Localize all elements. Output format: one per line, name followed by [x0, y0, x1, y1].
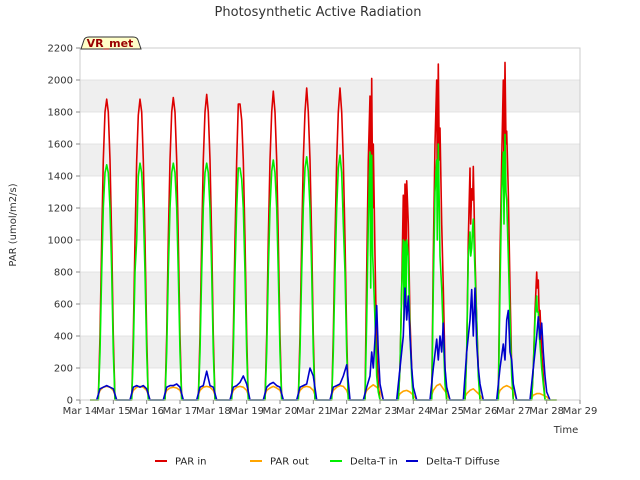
x-tick-label: Mar 14 [63, 406, 98, 417]
x-tick-label: Mar 26 [463, 406, 498, 417]
y-tick-label: 200 [54, 364, 73, 375]
grid-band [80, 80, 580, 112]
x-tick-label: Mar 18 [196, 406, 231, 417]
y-tick-label: 0 [67, 396, 73, 407]
x-tick-label: Mar 28 [529, 406, 564, 417]
y-tick-label: 1600 [48, 140, 73, 151]
site-badge-box [80, 36, 142, 50]
x-tick-label: Mar 22 [329, 406, 364, 417]
x-tick-label: Mar 15 [96, 406, 131, 417]
plot-bands [80, 47, 580, 401]
y-tick-label: 2200 [48, 44, 73, 55]
y-tick-label: 600 [54, 300, 73, 311]
y-tick-label: 1200 [48, 204, 73, 215]
legend-label-delta-t-in: Delta-T in [350, 457, 398, 468]
x-tick-label: Mar 29 [563, 406, 598, 417]
grid-band [80, 272, 580, 304]
y-axis: 0 200 400 600 800 1000 1200 1400 1600 1800 2000 220… [48, 44, 80, 407]
legend-label-par-out: PAR out [270, 457, 309, 468]
x-tick-label: Mar 24 [396, 406, 431, 417]
y-tick-label: 800 [54, 268, 73, 279]
plot-frame [79, 47, 581, 401]
x-axis-title: Time [553, 425, 578, 436]
legend-label-par-in: PAR in [175, 457, 206, 468]
x-tick-label: Mar 17 [163, 406, 198, 417]
x-tick-label: Mar 25 [429, 406, 464, 417]
x-tick-label: Mar 20 [263, 406, 298, 417]
y-axis-title: PAR (umol/m2/s) [8, 183, 19, 266]
x-tick-label: Mar 23 [363, 406, 398, 417]
x-tick-label: Mar 27 [496, 406, 531, 417]
x-tick-label: Mar 16 [129, 406, 164, 417]
y-tick-label: 400 [54, 332, 73, 343]
x-tick-label: Mar 21 [296, 406, 331, 417]
site-badge-label: VR_met [87, 37, 134, 50]
y-tick-label: 2000 [48, 76, 73, 87]
legend: PAR in PAR out Delta-T in Delta-T Diffuse [155, 457, 500, 468]
grid-band [80, 336, 580, 368]
y-tick-label: 1400 [48, 172, 73, 183]
grid-band [80, 208, 580, 240]
legend-label-delta-t-diffuse: Delta-T Diffuse [426, 457, 500, 468]
chart-title: Photosynthetic Active Radiation [215, 5, 422, 20]
y-tick-label: 1800 [48, 108, 73, 119]
site-badge: VR_met [80, 36, 142, 50]
y-tick-label: 1000 [48, 236, 73, 247]
grid-band [80, 144, 580, 176]
x-tick-label: Mar 19 [229, 406, 264, 417]
